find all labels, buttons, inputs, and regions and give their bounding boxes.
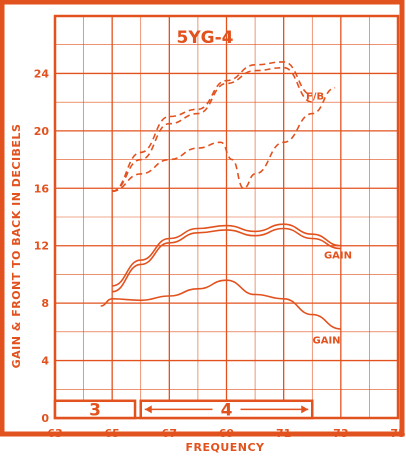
x-tick-label: 65 xyxy=(105,427,120,440)
y-axis-label: GAIN & FRONT TO BACK IN DECIBELS xyxy=(10,124,23,369)
x-tick-label: 71 xyxy=(276,427,291,440)
series-fb-line xyxy=(112,87,336,192)
x-tick-label: 67 xyxy=(162,427,177,440)
x-axis-label: FREQUENCY xyxy=(185,441,265,454)
series-layer xyxy=(100,61,341,330)
y-tick-label: 8 xyxy=(41,297,49,310)
channel-bar-4 xyxy=(139,399,314,420)
channel-bars xyxy=(53,399,314,420)
series-annotation: GAIN xyxy=(324,251,352,262)
x-tick-label: 73 xyxy=(333,427,348,440)
chart-title: 5YG-4 xyxy=(177,28,234,48)
series-gain-line xyxy=(112,227,341,293)
channel-label: 4 xyxy=(221,400,233,420)
x-tick-label: 69 xyxy=(219,427,234,440)
y-tick-label: 20 xyxy=(34,125,50,138)
y-tick-label: 24 xyxy=(34,67,50,80)
y-tick-label: 12 xyxy=(34,240,49,253)
text-layer: 5YG-4 FREQUENCY GAIN & FRONT TO BACK IN … xyxy=(10,28,406,454)
y-tick-label: 16 xyxy=(34,182,50,195)
outer-frame xyxy=(0,0,405,437)
arrowhead-left xyxy=(144,405,152,414)
series-gain-line xyxy=(112,223,341,287)
series-fb-line xyxy=(112,61,313,192)
channel-label: 3 xyxy=(89,400,101,420)
grid-layer xyxy=(55,16,398,418)
channel-bar-3 xyxy=(53,399,137,420)
series-gain-line xyxy=(100,279,341,330)
arrowhead-right xyxy=(301,405,309,414)
y-tick-label: 0 xyxy=(41,412,49,425)
x-tick-label: 75 xyxy=(390,427,405,440)
x-tick-label: 63 xyxy=(47,427,62,440)
y-tick-label: 4 xyxy=(41,355,49,368)
series-annotation: F/B xyxy=(306,91,324,102)
series-annotation: GAIN xyxy=(313,335,341,346)
series-fb-line xyxy=(112,66,313,192)
